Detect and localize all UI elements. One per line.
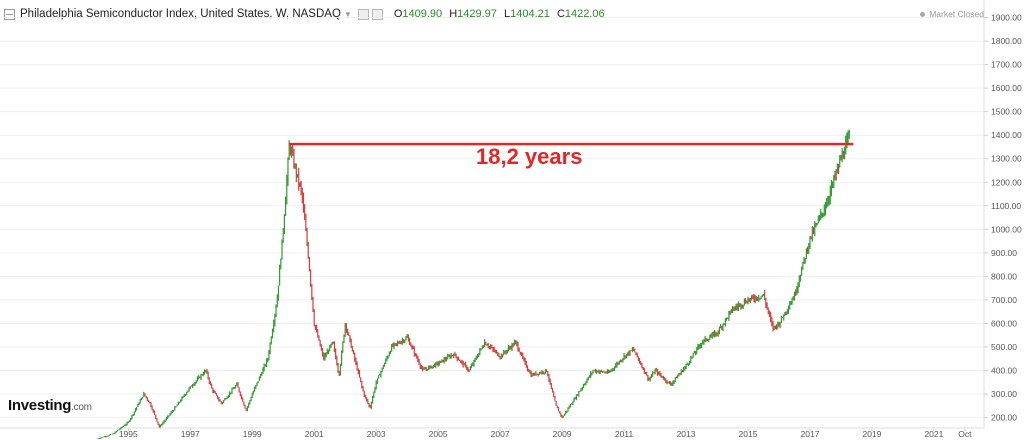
x-tick-label: 2001 [305, 429, 324, 439]
investing-logo: Investing.com [8, 397, 92, 414]
status-dot-icon [920, 11, 926, 17]
y-tick-label: 900.00 [991, 248, 1017, 258]
x-tick-label: 2007 [491, 429, 510, 439]
market-status-label: Market Closed [929, 9, 984, 19]
chart-header: Philadelphia Semiconductor Index, United… [4, 6, 605, 22]
y-tick-label: 500.00 [991, 342, 1017, 352]
x-tick-label: 2019 [862, 429, 881, 439]
y-tick-label: 300.00 [991, 389, 1017, 399]
low-key: L [503, 8, 511, 20]
y-tick-label: 1300.00 [991, 154, 1022, 164]
market-status: Market Closed [920, 9, 984, 19]
close-value: 1422.06 [564, 8, 605, 20]
y-tick-label: 700.00 [991, 295, 1017, 305]
low-value: 1404.21 [510, 8, 550, 20]
x-tick-label: 2013 [677, 429, 696, 439]
high-value: 1429.97 [457, 8, 497, 20]
close-key: C [556, 8, 565, 20]
ohlc-readout: O1409.90 H1429.97 L1404.21 C1422.06 [390, 8, 605, 20]
high-key: H [449, 8, 458, 20]
x-tick-label: 2015 [739, 429, 758, 439]
x-tick-label: 2003 [367, 429, 386, 439]
title-dropdown-icon[interactable]: ▼ [343, 9, 352, 19]
y-tick-label: 1800.00 [991, 36, 1022, 46]
x-tick-label: 2021 [924, 429, 943, 439]
annotation-label: 18,2 years [476, 144, 583, 169]
x-tick-label: 2005 [429, 429, 448, 439]
collapse-icon[interactable] [4, 8, 15, 20]
settings-icon[interactable] [371, 8, 383, 20]
y-tick-label: 1000.00 [991, 224, 1022, 234]
x-tick-label: 1997 [181, 429, 200, 439]
x-tick-label: 2017 [801, 429, 820, 439]
y-tick-label: 1900.00 [991, 13, 1022, 23]
chart-title: Philadelphia Semiconductor Index, United… [20, 8, 341, 20]
y-tick-label: 1100.00 [991, 201, 1021, 211]
x-tick-label: 1999 [243, 429, 262, 439]
visibility-icon[interactable] [357, 8, 369, 20]
y-tick-label: 1700.00 [991, 60, 1022, 70]
y-tick-label: 1400.00 [991, 130, 1022, 140]
y-tick-label: 1200.00 [991, 177, 1022, 187]
x-tick-label: 2011 [615, 429, 634, 439]
x-tick-label: Oct [958, 429, 972, 439]
y-tick-label: 1600.00 [991, 83, 1022, 93]
x-tick-label: 2009 [553, 429, 572, 439]
open-key: O [393, 8, 403, 20]
x-tick-label: 1995 [119, 429, 138, 439]
y-tick-label: 200.00 [991, 413, 1017, 423]
y-tick-label: 800.00 [991, 271, 1017, 281]
y-tick-label: 600.00 [991, 318, 1017, 328]
logo-brand: Investing [8, 397, 72, 414]
logo-suffix: .com [71, 402, 92, 413]
y-tick-label: 1500.00 [991, 107, 1022, 117]
open-value: 1409.90 [402, 8, 443, 20]
y-tick-label: 400.00 [991, 366, 1017, 376]
